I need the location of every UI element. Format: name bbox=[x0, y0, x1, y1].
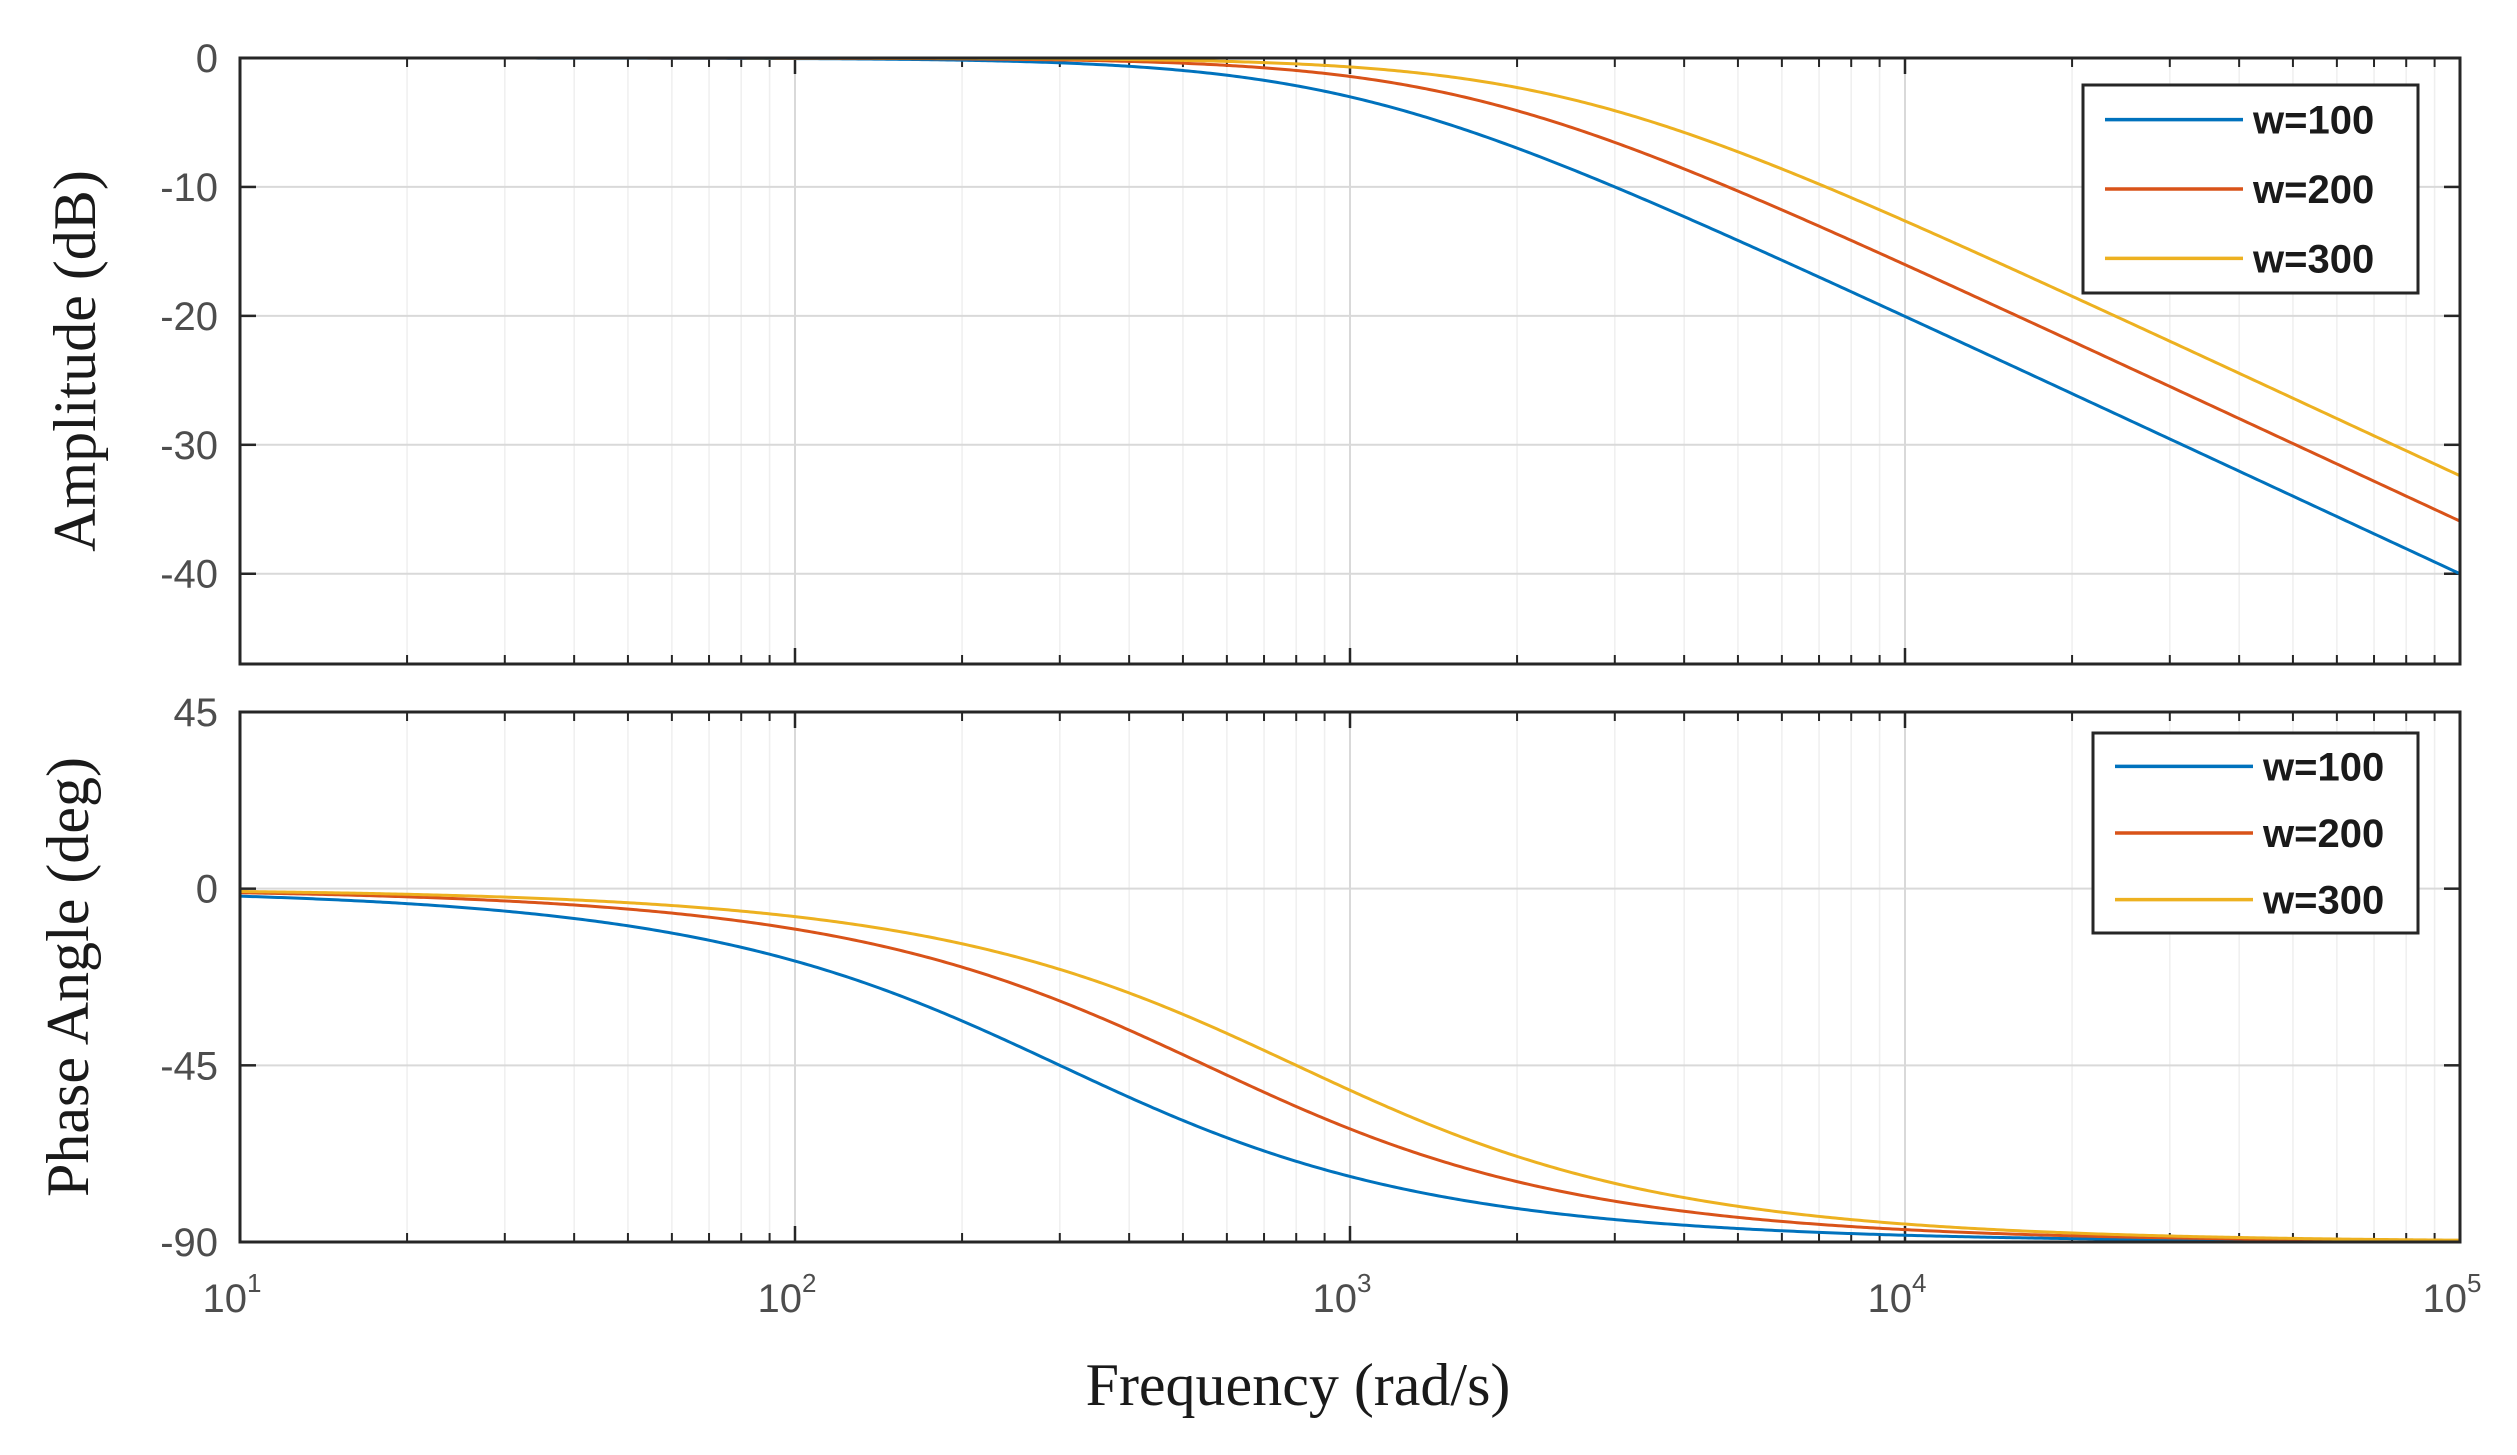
amplitude-y-ticks: 0 -10 -20 -30 -40 bbox=[160, 37, 218, 597]
amplitude-y-axis-label: Amplitude (dB) bbox=[42, 170, 108, 552]
amplitude-grid bbox=[238, 56, 2462, 664]
legend-label: w=200 bbox=[2252, 168, 2374, 212]
amplitude-axes-box bbox=[238, 56, 2462, 666]
x-tick-labels: 101 102 103 104 105 bbox=[203, 1268, 2482, 1321]
phase-panel: 45 0 -45 -90 w=100 w=200 w=300 Phase Angle (d… bbox=[35, 691, 2462, 1265]
x-tick-label: 104 bbox=[1868, 1268, 1927, 1321]
legend-label: w=100 bbox=[2252, 99, 2374, 143]
amplitude-legend: w=100 w=200 w=300 bbox=[2081, 83, 2420, 295]
y-tick-label: -10 bbox=[160, 166, 218, 210]
y-tick-label: -30 bbox=[160, 424, 218, 468]
legend-label: w=300 bbox=[2262, 879, 2384, 923]
y-tick-label: -20 bbox=[160, 295, 218, 339]
y-tick-label: -90 bbox=[160, 1221, 218, 1265]
x-tick-label: 105 bbox=[2423, 1268, 2482, 1321]
y-tick-label: 0 bbox=[196, 868, 218, 912]
y-tick-label: 45 bbox=[174, 691, 219, 735]
phase-legend: w=100 w=200 w=300 bbox=[2091, 731, 2420, 935]
phase-y-ticks: 45 0 -45 -90 bbox=[160, 691, 218, 1265]
legend-label: w=100 bbox=[2262, 745, 2384, 789]
x-tick-label: 101 bbox=[203, 1268, 262, 1321]
legend-label: w=200 bbox=[2262, 812, 2384, 856]
series-line-w=100 bbox=[239, 894, 2461, 1243]
phase-y-axis-label: Phase Angle (deg) bbox=[35, 757, 101, 1197]
x-tick-label: 102 bbox=[758, 1268, 817, 1321]
y-tick-label: 0 bbox=[196, 37, 218, 81]
phase-series bbox=[239, 889, 2461, 1243]
legend-label: w=300 bbox=[2252, 237, 2374, 281]
series-line-w=200 bbox=[239, 891, 2461, 1243]
x-tick-label: 103 bbox=[1313, 1268, 1372, 1321]
amplitude-panel: 0 -10 -20 -30 -40 w=100 w=200 w=300 Amplitude … bbox=[42, 37, 2462, 666]
phase-axes-box bbox=[238, 710, 2462, 1244]
y-tick-label: -45 bbox=[160, 1044, 218, 1088]
series-line-w=300 bbox=[239, 889, 2461, 1242]
x-axis-label: Frequency (rad/s) bbox=[1086, 1352, 1511, 1418]
y-tick-label: -40 bbox=[160, 553, 218, 597]
